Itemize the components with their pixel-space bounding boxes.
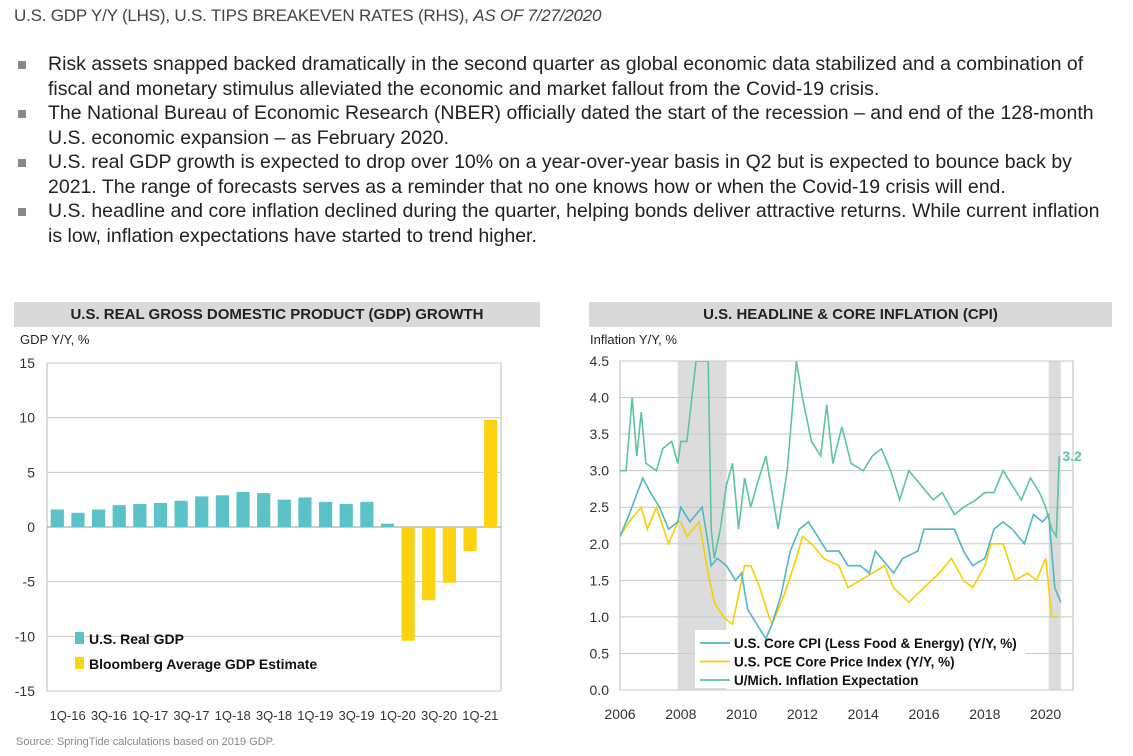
inflation-legend-label: U/Mich. Inflation Expectation	[734, 673, 919, 688]
gdp-bar-4Q-18	[277, 499, 291, 527]
inflation-y-tick-label: 3.0	[590, 463, 610, 479]
inflation-legend-label: U.S. PCE Core Price Index (Y/Y, %)	[734, 655, 955, 670]
inflation-y-tick-label: 0.0	[590, 682, 610, 698]
bullet-item: U.S. headline and core inflation decline…	[18, 199, 1118, 248]
gdp-bar-3Q-17	[174, 500, 188, 527]
recession-shading	[1048, 361, 1061, 690]
inflation-y-tick-label: 0.5	[590, 645, 610, 661]
inflation-y-tick-label: 4.5	[590, 353, 610, 369]
gdp-x-tick-label: 3Q-16	[91, 708, 127, 723]
gdp-y-tick-label: 5	[27, 464, 35, 480]
bullet-text: U.S. real GDP growth is expected to drop…	[48, 151, 1072, 198]
bullet-text: The National Bureau of Economic Research…	[48, 102, 1094, 149]
inflation-x-tick-label: 2010	[726, 706, 757, 722]
gdp-bar-1Q-18	[215, 495, 230, 527]
inflation-series-line	[620, 361, 1061, 559]
inflation-x-tick-label: 2018	[969, 706, 1000, 722]
gdp-x-tick-label: 3Q-20	[421, 708, 457, 723]
gdp-bar-1Q-20	[380, 523, 395, 527]
bullet-item: U.S. real GDP growth is expected to drop…	[18, 150, 1118, 199]
subtitle-date: AS OF 7/27/2020	[473, 6, 602, 25]
bullet-square-icon	[18, 61, 26, 69]
gdp-bar-4Q-16	[112, 505, 126, 527]
source-note: Source: SpringTide calculations based on…	[16, 736, 275, 748]
gdp-y-tick-label: -5	[23, 574, 36, 590]
gdp-bar-2Q-17	[153, 502, 168, 527]
gdp-x-tick-label: 1Q-18	[215, 708, 251, 723]
inflation-series-line	[620, 476, 1062, 641]
inflation-x-tick-label: 2016	[908, 706, 939, 722]
bullet-text: Risk assets snapped backed dramatically …	[48, 53, 1084, 100]
inflation-chart-title: U.S. HEADLINE & CORE INFLATION (CPI)	[589, 302, 1112, 327]
inflation-y-tick-label: 1.0	[590, 609, 610, 625]
gdp-bar-3Q-20	[422, 527, 436, 601]
gdp-x-tick-label: 3Q-17	[173, 708, 209, 723]
inflation-x-tick-label: 2012	[787, 706, 818, 722]
gdp-y-tick-label: 15	[19, 355, 35, 371]
gdp-x-tick-label: 1Q-20	[380, 708, 416, 723]
gdp-x-tick-label: 1Q-21	[462, 708, 498, 723]
gdp-y-tick-label: 10	[19, 410, 35, 426]
inflation-x-tick-label: 2020	[1030, 706, 1061, 722]
bullet-item: Risk assets snapped backed dramatically …	[18, 52, 1118, 101]
gdp-bar-4Q-20	[442, 527, 457, 583]
gdp-bar-3Q-16	[91, 509, 106, 527]
gdp-bar-2Q-16	[71, 512, 85, 527]
inflation-x-tick-label: 2008	[665, 706, 696, 722]
gdp-bar-1Q-21	[463, 527, 477, 552]
inflation-x-tick-label: 2006	[604, 706, 635, 722]
inflation-annotation: 3.2	[1062, 448, 1082, 464]
bullet-item: The National Bureau of Economic Research…	[18, 101, 1118, 150]
gdp-bar-2Q-21	[484, 419, 498, 527]
gdp-bar-2Q-19	[318, 501, 333, 527]
gdp-chart-title: U.S. REAL GROSS DOMESTIC PRODUCT (GDP) G…	[14, 302, 540, 327]
inflation-series-line	[620, 504, 1058, 627]
subtitle-text: U.S. GDP Y/Y (LHS), U.S. TIPS BREAKEVEN …	[14, 6, 474, 25]
gdp-y-tick-label: -15	[15, 683, 35, 699]
gdp-x-tick-label: 3Q-19	[338, 708, 374, 723]
gdp-x-tick-label: 1Q-19	[297, 708, 333, 723]
inflation-y-tick-label: 3.5	[590, 426, 610, 442]
bullet-list: Risk assets snapped backed dramatically …	[18, 52, 1118, 248]
gdp-legend-swatch	[75, 632, 84, 644]
gdp-x-tick-label: 1Q-17	[132, 708, 168, 723]
inflation-legend-label: U.S. Core CPI (Less Food & Energy) (Y/Y,…	[734, 636, 1017, 651]
gdp-legend-swatch	[75, 657, 84, 669]
gdp-bar-4Q-17	[195, 496, 209, 527]
gdp-y-tick-label: -10	[15, 628, 35, 644]
inflation-legend-box	[695, 630, 1025, 688]
bullet-square-icon	[18, 208, 26, 216]
gdp-bar-2Q-20	[401, 527, 415, 641]
chart-subtitle: U.S. GDP Y/Y (LHS), U.S. TIPS BREAKEVEN …	[14, 6, 601, 26]
bullet-text: U.S. headline and core inflation decline…	[48, 200, 1100, 247]
gdp-x-tick-label: 1Q-16	[50, 708, 86, 723]
gdp-bar-3Q-18	[257, 493, 271, 527]
inflation-x-tick-label: 2014	[848, 706, 879, 722]
gdp-bar-2Q-18	[236, 492, 250, 527]
inflation-y-tick-label: 1.5	[590, 572, 610, 588]
gdp-legend-label: U.S. Real GDP	[89, 631, 184, 647]
gdp-y-axis-label: GDP Y/Y, %	[20, 332, 90, 347]
gdp-y-tick-label: 0	[27, 519, 35, 535]
inflation-y-tick-label: 4.0	[590, 390, 610, 406]
gdp-legend-label: Bloomberg Average GDP Estimate	[89, 656, 317, 672]
gdp-x-tick-label: 3Q-18	[256, 708, 292, 723]
bullet-square-icon	[18, 110, 26, 118]
inflation-y-axis-label: Inflation Y/Y, %	[590, 332, 677, 347]
gdp-bar-3Q-19	[339, 504, 353, 527]
gdp-bar-4Q-19	[360, 501, 374, 527]
inflation-y-tick-label: 2.0	[590, 536, 610, 552]
gdp-bar-1Q-19	[298, 497, 312, 527]
gdp-bar-1Q-17	[133, 504, 147, 527]
inflation-y-tick-label: 2.5	[590, 499, 610, 515]
bullet-square-icon	[18, 159, 26, 167]
gdp-bar-1Q-16	[50, 509, 64, 527]
